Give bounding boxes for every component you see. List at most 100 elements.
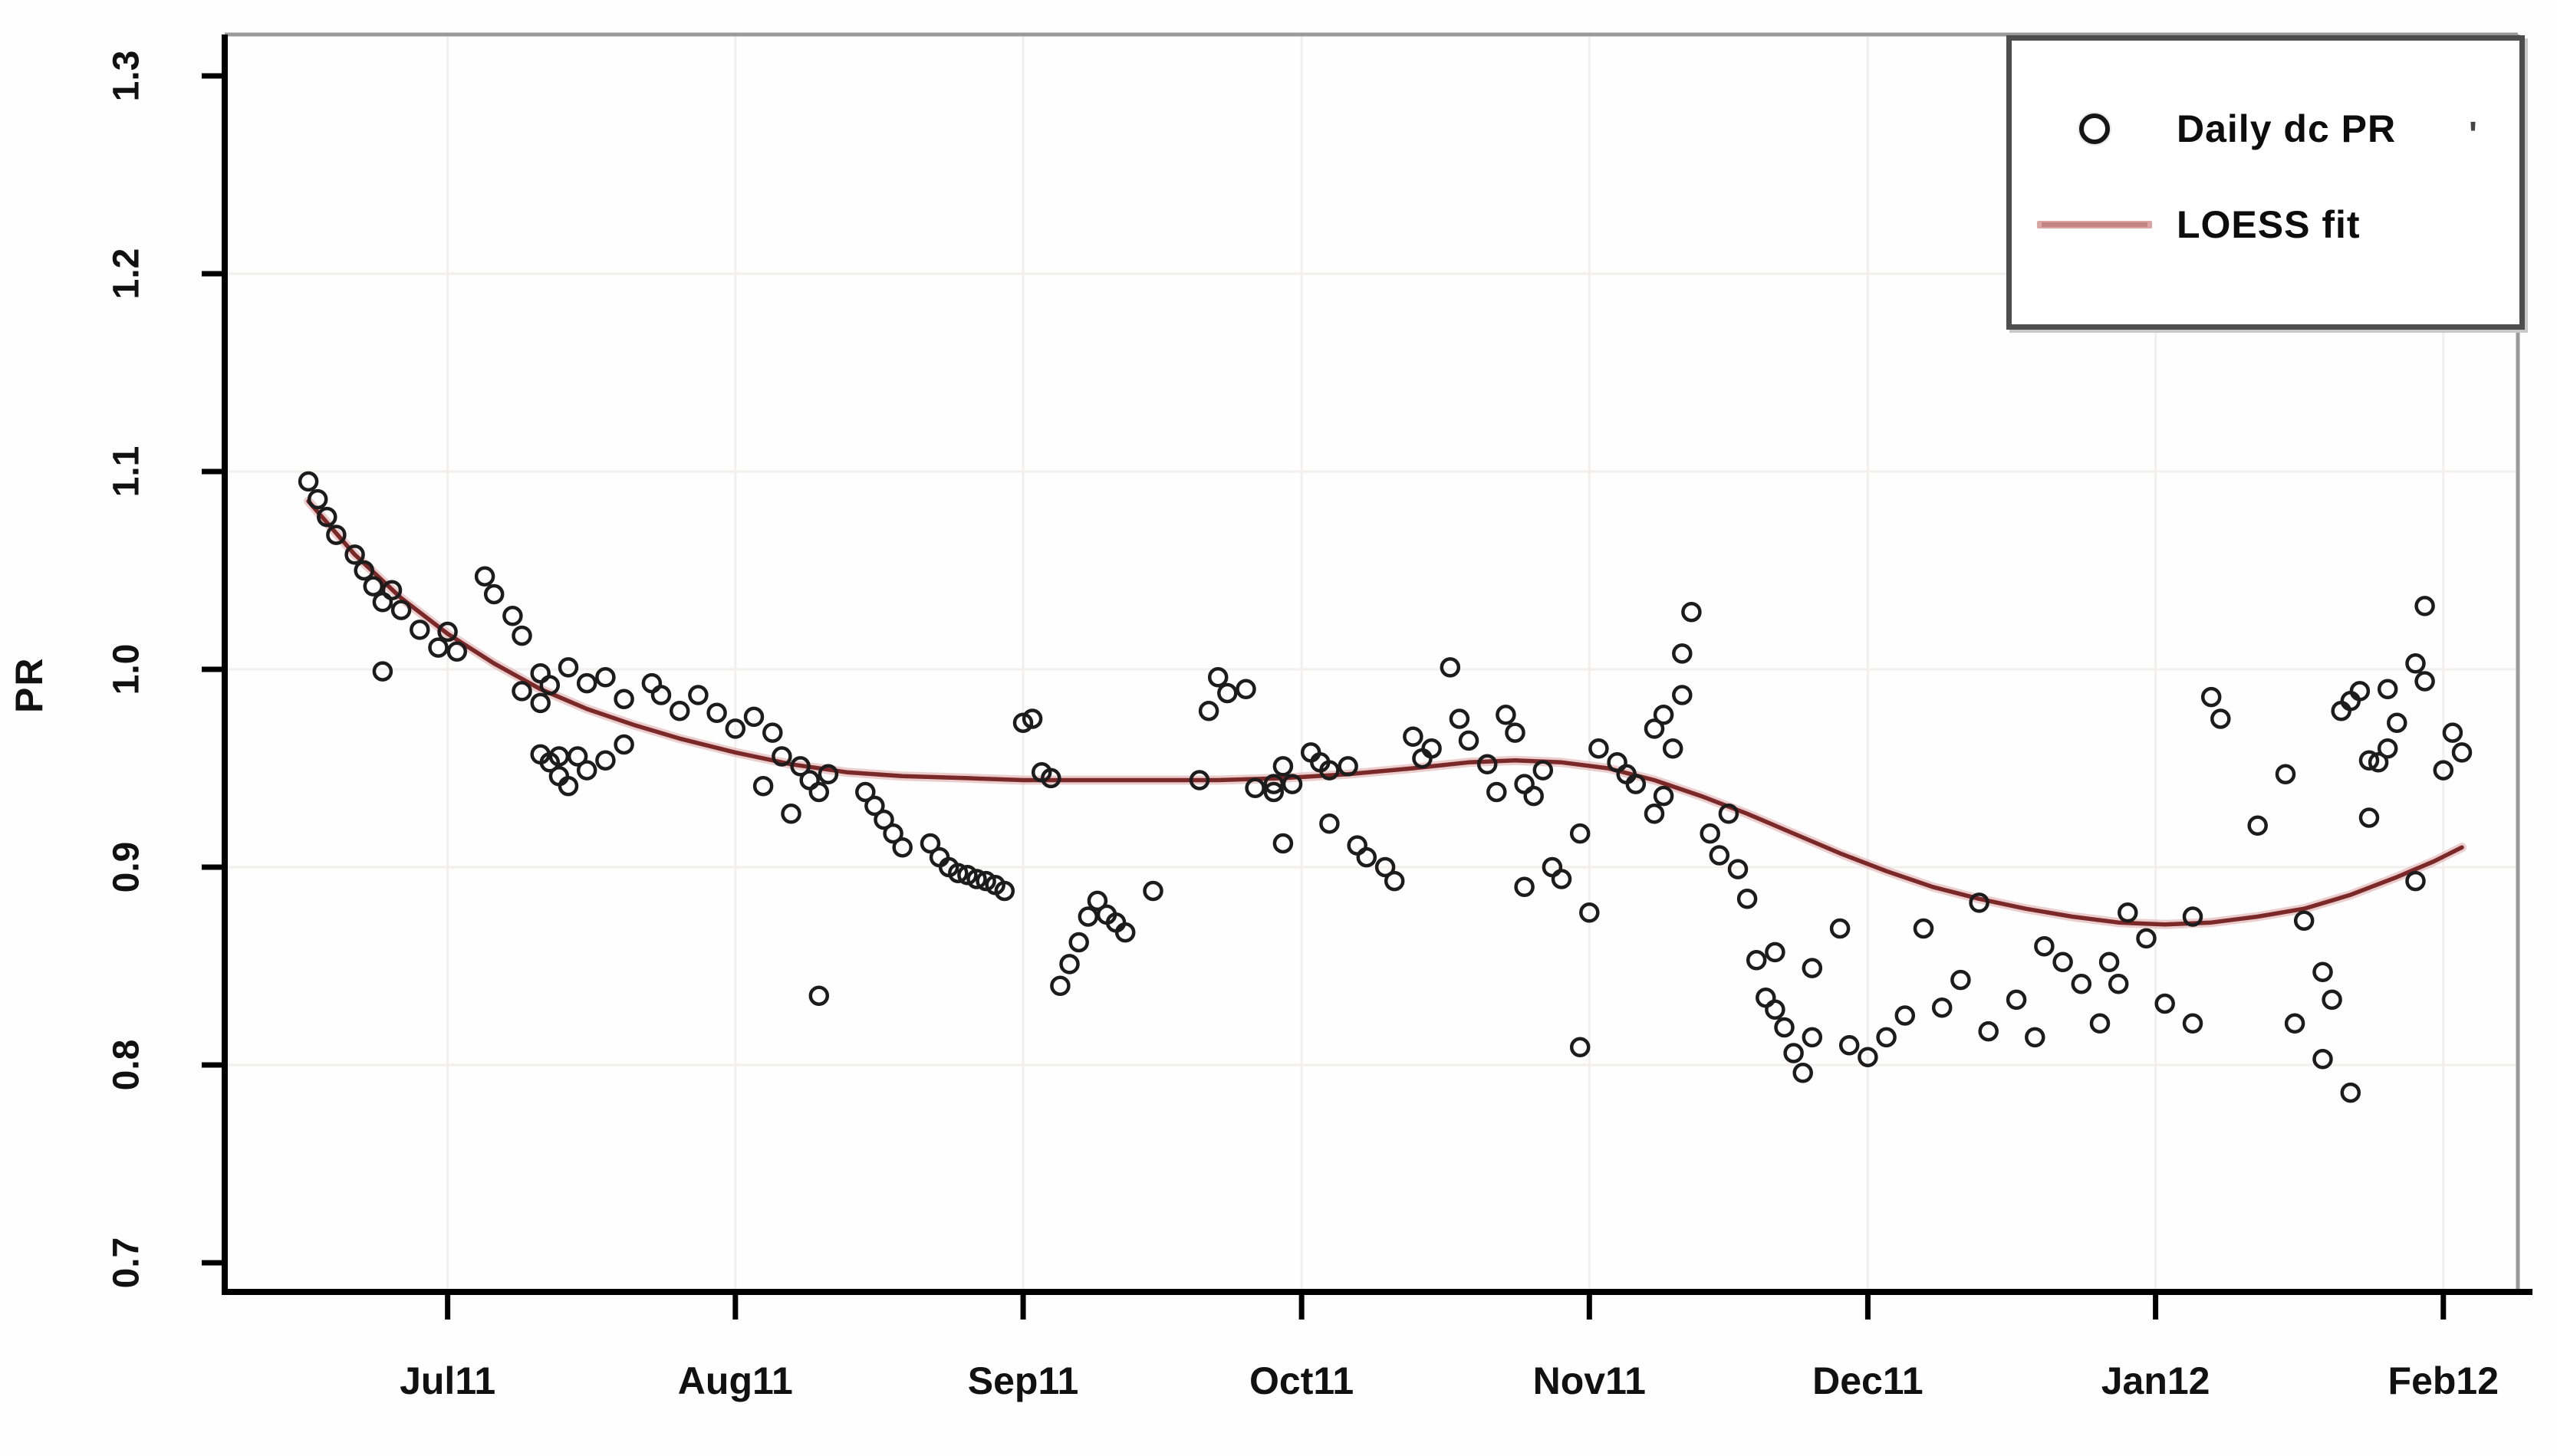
loess-line-halo — [304, 496, 2467, 929]
daily-pr-scatter-point — [892, 836, 913, 858]
daily-pr-scatter-point — [948, 863, 969, 883]
loess-line-sample-core — [2041, 222, 2147, 227]
daily-pr-scatter-point — [706, 702, 727, 724]
daily-pr-scatter-point — [372, 661, 393, 682]
daily-pr-scatter-point — [512, 625, 532, 646]
daily-pr-scatter-point — [512, 681, 532, 702]
x-tick-label: Jul11 — [400, 1359, 495, 1402]
daily-pr-scatter-point — [2118, 902, 2138, 923]
daily-pr-scatter-point — [1440, 657, 1461, 678]
daily-pr-scatter-point — [1774, 1017, 1795, 1038]
daily-pr-scatter-point — [2358, 750, 2380, 771]
daily-pr-scatter-point — [2414, 596, 2435, 616]
daily-pr-scatter-point — [1374, 856, 1396, 878]
daily-pr-scatter-point — [1059, 954, 1080, 975]
y-tick-label: 0.9 — [107, 842, 147, 893]
daily-pr-scatter-point — [1858, 1047, 1878, 1067]
daily-pr-scatter-point — [1476, 754, 1498, 775]
x-tick-label: Sep11 — [968, 1359, 1079, 1402]
daily-pr-scatter-point — [1644, 718, 1665, 739]
daily-pr-scatter-point — [317, 507, 337, 528]
daily-pr-scatter-point — [1569, 1037, 1591, 1058]
daily-pr-scatter-point — [1894, 1005, 1916, 1026]
daily-pr-scatter-point — [307, 488, 328, 510]
x-tick-label: Aug11 — [678, 1359, 793, 1402]
daily-pr-scatter-point — [614, 734, 634, 755]
daily-pr-scatter-point — [1792, 1063, 1813, 1083]
daily-pr-scatter-point — [567, 746, 588, 767]
daily-pr-scatter-point — [2210, 708, 2231, 729]
daily-pr-scatter-point — [2340, 1082, 2361, 1103]
daily-pr-scatter-point — [2312, 961, 2333, 982]
daily-pr-scatter-point — [772, 746, 792, 767]
daily-pr-scatter-point — [781, 804, 801, 824]
daily-pr-scatter-point — [1532, 760, 1554, 781]
daily-pr-scatter-point — [1319, 760, 1340, 781]
daily-pr-scatter-point — [1978, 1021, 1999, 1042]
daily-pr-scatter-point — [966, 869, 987, 889]
daily-pr-scatter-point — [1653, 785, 1674, 807]
daily-pr-scatter-point — [2247, 815, 2268, 836]
daily-pr-scatter-point — [1114, 922, 1136, 943]
daily-pr-scatter-point — [1272, 833, 1294, 854]
daily-pr-scatter-point — [2154, 993, 2175, 1014]
daily-pr-scatter-point — [1356, 846, 1377, 868]
daily-pr-scatter-point — [2377, 738, 2398, 759]
daily-pr-scatter-point — [1802, 958, 1823, 978]
daily-pr-scatter-point — [576, 672, 597, 694]
daily-pr-scatter-point — [558, 775, 579, 797]
daily-pr-scatter-point — [1876, 1027, 1897, 1048]
daily-pr-scatter-point — [2006, 989, 2027, 1011]
daily-pr-scatter-point — [1486, 781, 1507, 803]
daily-pr-scatter-point — [483, 583, 505, 605]
daily-pr-scatter-point — [1829, 918, 1851, 939]
daily-pr-scatter-point — [1012, 712, 1034, 733]
legend-swatch-area — [2012, 221, 2177, 228]
daily-pr-scatter-point — [669, 700, 690, 721]
daily-pr-scatter-point — [725, 718, 746, 739]
daily-pr-scatter-point — [1765, 999, 1785, 1021]
legend-item-daily-dc-pr: Daily dc PR — [2012, 102, 2519, 156]
daily-pr-scatter-point — [650, 685, 672, 705]
daily-pr-scatter-point — [2284, 1013, 2305, 1034]
daily-pr-scatter-point — [2200, 686, 2222, 708]
daily-pr-scatter-point — [2451, 742, 2473, 763]
daily-pr-scatter-point — [2349, 681, 2371, 702]
daily-pr-scatter-point — [1078, 906, 1099, 927]
daily-pr-scatter-point — [1579, 902, 1600, 923]
daily-pr-scatter-point — [1207, 667, 1229, 688]
y-tick-label: 0.8 — [107, 1040, 147, 1091]
daily-pr-scatter-point — [2052, 951, 2073, 973]
daily-pr-scatter-point — [2182, 906, 2203, 927]
daily-pr-scatter-point — [688, 685, 709, 705]
daily-pr-scatter-point — [883, 823, 903, 844]
daily-pr-scatter-point — [614, 689, 634, 709]
daily-pr-scatter-point — [1727, 859, 1749, 879]
daily-pr-scatter-point — [1765, 942, 1785, 963]
stray-mark-artifact: ' — [2469, 114, 2477, 154]
legend-label-daily-dc-pr: Daily dc PR — [2177, 107, 2397, 150]
daily-pr-scatter-point — [2293, 910, 2315, 931]
daily-pr-scatter-point — [2034, 935, 2055, 957]
daily-pr-scatter-point — [1588, 738, 1609, 759]
x-tick-label: Jan12 — [2101, 1359, 2210, 1402]
legend-item-loess-fit: LOESS fit — [2012, 198, 2519, 251]
daily-pr-scatter-point — [808, 781, 830, 803]
daily-pr-scatter-point — [446, 641, 468, 662]
daily-pr-scatter-point — [920, 833, 941, 854]
daily-pr-scatter-point — [1068, 932, 1089, 953]
daily-pr-scatter-point — [539, 675, 561, 695]
loess-fit-line — [306, 498, 2464, 927]
legend-label-loess-fit: LOESS fit — [2177, 203, 2361, 246]
daily-pr-scatter-point — [752, 775, 774, 797]
daily-pr-scatter-point — [1551, 869, 1572, 889]
y-axis-title: PR — [8, 656, 51, 713]
daily-pr-scatter-point — [1403, 726, 1423, 747]
daily-pr-scatter-point — [1950, 969, 1971, 991]
daily-pr-scatter-point — [1217, 682, 1238, 704]
daily-pr-scatter-point — [1802, 1027, 1823, 1048]
y-tick-label: 1.1 — [107, 446, 147, 498]
daily-pr-scatter-point — [1644, 804, 1665, 824]
daily-pr-scatter-point — [2405, 653, 2426, 674]
daily-pr-scatter-point — [1718, 804, 1739, 824]
